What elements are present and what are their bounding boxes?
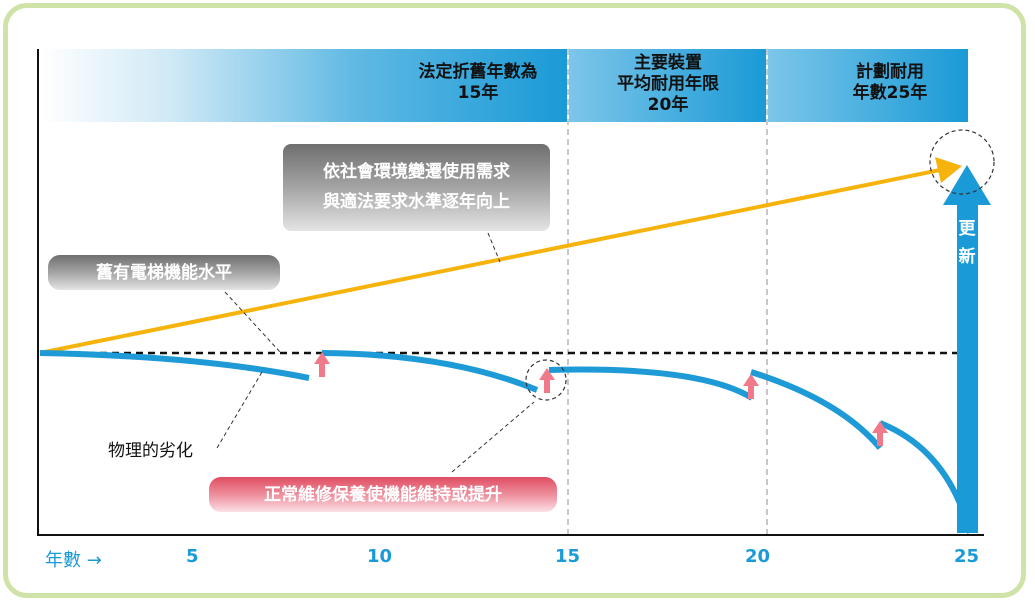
deterioration-curve-5 xyxy=(878,420,973,534)
header-label-25-line1: 計劃耐用 xyxy=(856,62,924,82)
header-label-20: 主要裝置 平均耐用年限 20年 xyxy=(590,53,746,116)
renewal-arrow xyxy=(943,165,991,533)
requirement-text: 依社會環境變遷使用需求 與適法要求水準逐年向上 xyxy=(283,157,550,217)
renewal-char-1: 更 xyxy=(958,219,976,239)
header-label-15-line2: 15年 xyxy=(457,83,499,103)
repair-arrow-1 xyxy=(314,352,330,377)
repair-arrow-4 xyxy=(872,421,888,446)
header-label-15-line1: 法定折舊年數為 xyxy=(418,62,538,82)
highlight-circle-15 xyxy=(525,359,567,401)
header-label-25-line2: 年數25年 xyxy=(852,83,928,103)
repair-arrow-3 xyxy=(743,374,759,399)
deterioration-curve-2 xyxy=(321,350,539,393)
requirement-text-line2: 與適法要求水準逐年向上 xyxy=(323,192,510,212)
header-label-15: 法定折舊年數為 15年 xyxy=(388,62,568,104)
existing-level-box xyxy=(48,255,280,290)
requirement-text-line1: 依社會環境變遷使用需求 xyxy=(323,162,510,182)
requirement-box xyxy=(283,144,550,231)
leader-maintenance xyxy=(451,401,535,473)
header-label-25: 計劃耐用 年數25年 xyxy=(820,62,960,104)
maintenance-box xyxy=(209,477,557,512)
tick-5: 5 xyxy=(186,546,199,567)
requirement-line xyxy=(39,168,941,355)
header-band-1 xyxy=(40,49,567,122)
deterioration-curve-1 xyxy=(39,350,310,381)
leader-requirement xyxy=(487,232,501,263)
tick-15: 15 xyxy=(555,546,581,567)
leader-existing xyxy=(224,291,281,353)
existing-level-text: 舊有電梯機能水平 xyxy=(96,263,232,283)
repair-arrow-2 xyxy=(539,368,555,393)
header-band-3 xyxy=(768,49,968,122)
tick-10: 10 xyxy=(367,546,393,567)
leader-deterioration xyxy=(216,371,263,449)
deterioration-curve-3 xyxy=(548,366,754,401)
deterioration-curve-4 xyxy=(750,369,883,450)
header-label-20-line3: 20年 xyxy=(647,95,689,115)
highlight-circle-25 xyxy=(929,129,995,195)
renewal-char-2: 新 xyxy=(958,247,976,267)
renewal-label: 更 新 xyxy=(957,218,977,268)
tick-20: 20 xyxy=(745,546,771,567)
header-label-20-line1: 主要裝置 xyxy=(634,53,702,73)
axis-title: 年數 → xyxy=(45,550,102,571)
header-band-2 xyxy=(569,49,766,122)
maintenance-text: 正常維修保養使機能維持或提升 xyxy=(264,485,502,505)
requirement-arrowhead xyxy=(935,157,962,183)
deterioration-label: 物理的劣化 xyxy=(108,441,193,461)
header-label-20-line2: 平均耐用年限 xyxy=(617,74,719,94)
tick-25: 25 xyxy=(954,546,980,567)
